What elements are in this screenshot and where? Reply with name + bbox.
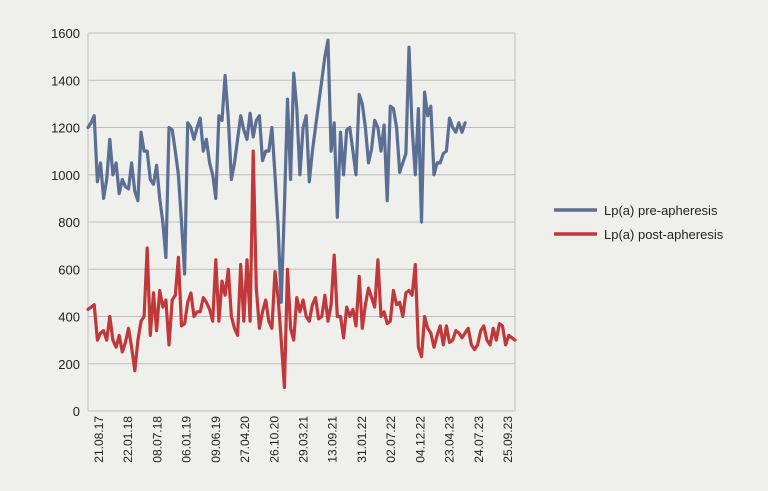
- legend-label-post-apheresis: Lp(a) post-apheresis: [604, 227, 724, 242]
- x-tick-label: 13.09.21: [326, 416, 340, 463]
- x-tick-label: 02.07.22: [384, 416, 398, 463]
- y-tick-label: 1000: [51, 168, 80, 183]
- legend: Lp(a) pre-apheresis Lp(a) post-apheresis: [554, 203, 724, 242]
- x-tick-label: 22.01.18: [121, 416, 135, 463]
- axes: 0 200 400 600 800 1000 1200 1400 1600 21.08.17 22.…: [51, 26, 515, 463]
- x-tick-label: 04.12.22: [413, 416, 427, 463]
- x-tick-label: 09.06.19: [209, 416, 223, 463]
- x-tick-label: 31.01.22: [355, 416, 369, 463]
- y-tick-label: 600: [58, 262, 80, 277]
- x-tick-label: 06.01.19: [180, 416, 194, 463]
- x-tick-label: 25.09.23: [501, 416, 515, 463]
- gridlines: [87, 32, 516, 412]
- y-tick-label: 200: [58, 357, 80, 372]
- x-tick-label: 24.07.23: [472, 416, 486, 463]
- x-tick-label: 08.07.18: [150, 416, 164, 463]
- x-tick-label: 26.10.20: [267, 416, 281, 463]
- x-tick-label: 21.08.17: [92, 416, 106, 463]
- y-tick-label: 1600: [51, 26, 80, 41]
- y-tick-label: 800: [58, 215, 80, 230]
- y-tick-label: 0: [73, 404, 80, 419]
- y-tick-label: 1400: [51, 73, 80, 88]
- x-tick-label: 29.03.21: [297, 416, 311, 463]
- series-line-pre-apheresis: [86, 38, 467, 304]
- x-tick-label: 27.04.20: [238, 416, 252, 463]
- y-tick-label: 400: [58, 310, 80, 325]
- legend-label-pre-apheresis: Lp(a) pre-apheresis: [604, 203, 718, 218]
- series-line-post-apheresis: [86, 149, 517, 389]
- y-tick-label: 1200: [51, 121, 80, 136]
- x-tick-label: 23.04.23: [443, 416, 457, 463]
- series-lines: [86, 38, 517, 389]
